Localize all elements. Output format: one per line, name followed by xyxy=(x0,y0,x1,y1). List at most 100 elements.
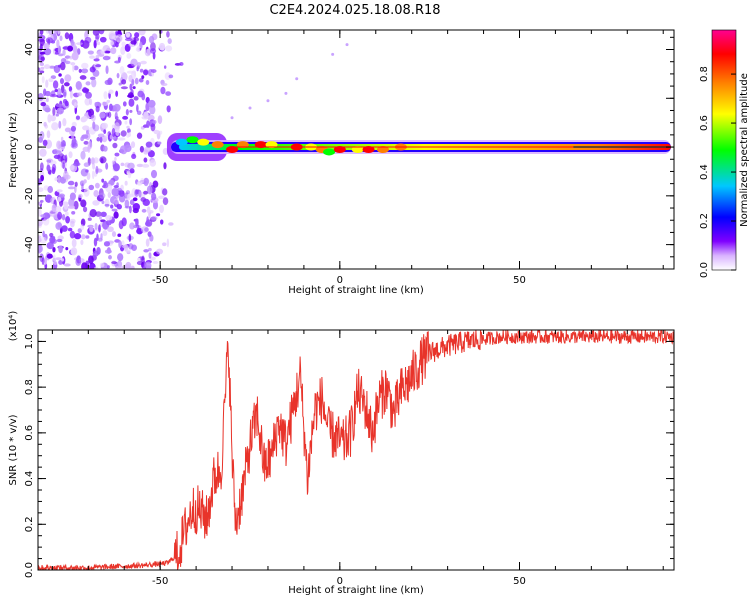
noise-speckle xyxy=(127,132,132,138)
noise-speckle xyxy=(157,115,163,125)
noise-speckle xyxy=(52,80,59,89)
noise-speckle xyxy=(39,236,47,244)
noise-speckle xyxy=(117,137,126,141)
noise-speckle xyxy=(47,185,54,194)
snr-plot-area xyxy=(38,330,674,570)
noise-speckle xyxy=(39,30,44,35)
noise-speckle xyxy=(55,222,63,230)
noise-speckle xyxy=(93,58,100,62)
noise-speckle xyxy=(114,152,120,157)
noise-speckle xyxy=(121,79,127,85)
noise-speckle xyxy=(76,92,83,97)
signal-blob xyxy=(254,141,267,149)
noise-speckle xyxy=(130,40,137,45)
noise-speckle xyxy=(102,230,108,237)
noise-speckle xyxy=(63,170,69,180)
noise-speckle xyxy=(118,82,122,86)
noise-speckle xyxy=(92,200,100,206)
noise-speckle xyxy=(67,227,73,232)
noise-speckle xyxy=(157,141,162,145)
noise-speckle xyxy=(101,101,109,106)
noise-speckle xyxy=(53,261,58,266)
noise-speckle xyxy=(166,238,170,248)
noise-speckle xyxy=(40,66,45,70)
noise-speckle xyxy=(73,65,79,71)
noise-speckle xyxy=(129,109,133,113)
noise-speckle xyxy=(52,246,56,253)
noise-speckle xyxy=(145,238,150,247)
noise-speckle xyxy=(142,163,150,168)
noise-speckle xyxy=(75,115,81,120)
noise-speckle xyxy=(103,241,111,247)
noise-speckle xyxy=(163,162,167,170)
signal-blob xyxy=(186,136,199,144)
noise-speckle xyxy=(115,34,123,43)
noise-speckle xyxy=(152,261,159,264)
noise-speckle xyxy=(40,214,46,218)
noise-speckle xyxy=(54,30,57,37)
noise-speckle xyxy=(104,203,110,207)
noise-speckle xyxy=(67,180,75,186)
signal-blob xyxy=(376,146,389,153)
noise-speckle xyxy=(75,42,83,46)
noise-speckle xyxy=(75,80,82,90)
noise-speckle xyxy=(56,189,63,193)
noise-speckle xyxy=(120,46,126,55)
noise-speckle xyxy=(124,120,128,125)
noise-speckle xyxy=(100,158,104,164)
noise-speckle xyxy=(133,96,139,101)
noise-speckle xyxy=(55,257,62,261)
noise-speckle xyxy=(136,104,139,113)
noise-speckle xyxy=(118,240,122,249)
noise-speckle xyxy=(61,258,65,262)
noise-speckle xyxy=(156,248,164,255)
noise-speckle xyxy=(146,216,149,225)
noise-speckle xyxy=(110,204,114,209)
noise-speckle xyxy=(55,103,63,108)
colorbar-tick-label: 0.8 xyxy=(699,66,710,82)
stray-point xyxy=(345,43,349,47)
noise-speckle xyxy=(41,76,45,84)
noise-speckle xyxy=(168,74,174,79)
noise-speckle xyxy=(71,132,75,140)
noise-speckle xyxy=(70,142,78,149)
noise-speckle xyxy=(105,65,109,74)
x-tick-label: 50 xyxy=(513,275,526,286)
noise-speckle xyxy=(99,36,107,43)
noise-speckle xyxy=(143,69,149,76)
noise-speckle xyxy=(89,262,96,269)
noise-speckle xyxy=(168,222,174,226)
noise-speckle xyxy=(57,211,63,220)
noise-speckle xyxy=(152,51,156,60)
noise-speckle xyxy=(56,238,63,243)
noise-speckle xyxy=(146,185,153,195)
noise-speckle xyxy=(159,130,163,135)
noise-speckle xyxy=(143,190,148,195)
noise-speckle xyxy=(150,169,158,179)
noise-speckle xyxy=(113,103,121,112)
noise-speckle xyxy=(143,111,149,120)
noise-speckle xyxy=(99,192,106,199)
noise-speckle xyxy=(80,199,87,208)
noise-speckle xyxy=(57,196,62,202)
noise-speckle xyxy=(164,72,171,80)
noise-speckle xyxy=(39,51,46,55)
noise-speckle xyxy=(38,208,42,217)
noise-speckle xyxy=(141,255,145,265)
noise-speckle xyxy=(57,235,64,240)
x-tick-label: 0 xyxy=(337,576,343,587)
noise-speckle xyxy=(147,114,155,121)
noise-speckle xyxy=(93,266,99,269)
noise-speckle xyxy=(107,111,112,118)
noise-speckle xyxy=(131,244,138,251)
noise-speckle xyxy=(100,211,107,217)
noise-speckle xyxy=(64,100,69,107)
noise-speckle xyxy=(122,115,129,120)
noise-speckle xyxy=(70,247,78,256)
noise-speckle xyxy=(129,168,135,174)
noise-speckle xyxy=(57,64,62,68)
noise-speckle xyxy=(46,130,51,139)
colorbar-gradient xyxy=(712,30,736,270)
noise-speckle xyxy=(82,206,88,213)
noise-speckle xyxy=(103,129,107,134)
